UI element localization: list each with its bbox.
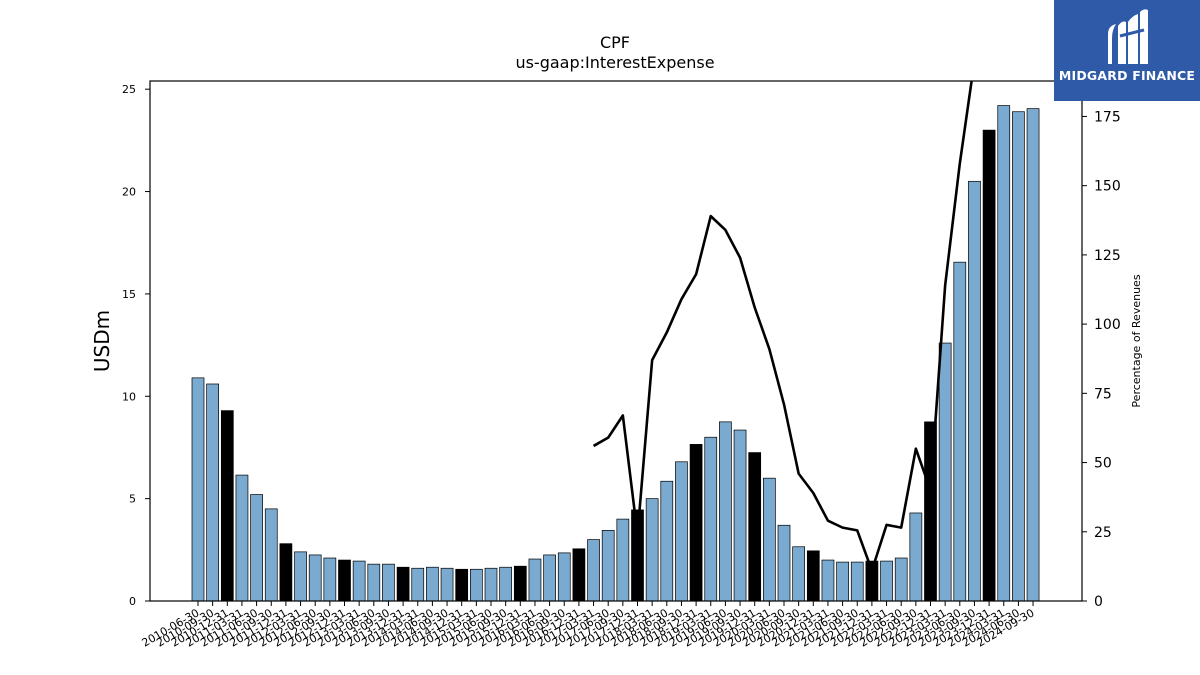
y2-tick-label: 0 bbox=[1094, 594, 1103, 610]
bar-2016-06-30 bbox=[543, 554, 556, 602]
bar-2021-06-30 bbox=[836, 561, 849, 602]
bar-2010-12-31 bbox=[220, 410, 234, 602]
bar-2018-09-30 bbox=[675, 461, 688, 602]
bar-2018-03-31 bbox=[645, 498, 659, 602]
right-y-axis: 0 25 50 75 100 125 150 175 bbox=[1082, 109, 1121, 610]
bar-2017-09-30 bbox=[616, 518, 630, 602]
bar-2011-09-30 bbox=[264, 508, 278, 602]
bar-2018-06-30 bbox=[660, 480, 674, 602]
y2-tick-label: 150 bbox=[1094, 179, 1121, 195]
bar-2012-12-31 bbox=[338, 559, 351, 602]
bar-2016-12-31 bbox=[572, 548, 586, 602]
bar-2015-06-30 bbox=[484, 567, 498, 602]
percentage-line-series bbox=[592, 81, 973, 572]
bar-2011-12-31 bbox=[279, 543, 293, 602]
y2-tick-label: 25 bbox=[1094, 525, 1112, 541]
y-tick-label: 25 bbox=[122, 83, 136, 96]
bar-2019-12-31 bbox=[748, 452, 762, 602]
bar-2017-06-30 bbox=[601, 530, 615, 602]
bar-2013-03-31 bbox=[352, 560, 366, 602]
bar-2019-03-31 bbox=[704, 436, 718, 602]
bar-2012-03-31 bbox=[294, 551, 307, 602]
bar-series bbox=[191, 105, 1040, 602]
bar-2012-09-30 bbox=[323, 557, 337, 602]
bar-2019-06-30 bbox=[719, 421, 732, 602]
y2-tick-label: 75 bbox=[1094, 386, 1112, 402]
bar-2023-09-30 bbox=[968, 180, 981, 602]
bar-2013-09-30 bbox=[382, 563, 395, 602]
bar-2011-06-30 bbox=[250, 494, 263, 602]
bar-2019-09-30 bbox=[733, 429, 747, 602]
bar-2015-09-30 bbox=[499, 566, 512, 602]
y-tick-label: 15 bbox=[122, 288, 136, 301]
y2-tick-label: 50 bbox=[1094, 456, 1112, 472]
bar-2010-09-30 bbox=[206, 383, 219, 602]
chart-title: CPF bbox=[600, 33, 630, 52]
bar-2013-06-30 bbox=[367, 563, 381, 602]
y-tick-label: 10 bbox=[122, 390, 136, 403]
bar-2023-12-31 bbox=[982, 129, 996, 602]
bar-2022-09-30 bbox=[909, 512, 923, 602]
bar-2021-09-30 bbox=[850, 561, 864, 602]
bar-2011-03-31 bbox=[235, 474, 249, 602]
bar-2016-03-31 bbox=[528, 558, 542, 602]
bar-2022-03-31 bbox=[880, 560, 893, 602]
bar-2024-03-31 bbox=[997, 105, 1011, 602]
bar-2023-06-30 bbox=[953, 261, 967, 602]
bar-2017-03-31 bbox=[587, 539, 600, 602]
bar-2020-03-31 bbox=[762, 477, 776, 602]
bar-2020-09-30 bbox=[792, 546, 806, 602]
bar-2014-12-31 bbox=[455, 568, 469, 602]
bar-2014-09-30 bbox=[440, 567, 454, 602]
bar-2013-12-31 bbox=[396, 566, 410, 602]
bar-2014-06-30 bbox=[426, 566, 439, 602]
bar-2020-06-30 bbox=[777, 524, 791, 602]
y-tick-label: 5 bbox=[129, 493, 136, 506]
logo-mark-icon bbox=[1108, 9, 1148, 65]
bar-2021-03-31 bbox=[821, 559, 835, 602]
y-tick-label: 20 bbox=[122, 186, 136, 199]
y-axis-label: USDm bbox=[90, 310, 114, 372]
bar-2015-12-31 bbox=[513, 565, 527, 602]
bar-2012-06-30 bbox=[308, 554, 322, 602]
chart-subtitle: us-gaap:InterestExpense bbox=[515, 53, 714, 72]
percentage-line bbox=[592, 81, 973, 572]
bar-2010-06-30 bbox=[191, 377, 205, 602]
left-y-axis: 0 5 10 15 20 25 bbox=[122, 83, 150, 608]
bar-2024-06-30 bbox=[1012, 111, 1025, 602]
bar-2016-09-30 bbox=[557, 552, 571, 602]
logo-text: MIDGARD FINANCE bbox=[1058, 68, 1196, 83]
bar-2020-12-31 bbox=[806, 550, 820, 602]
bar-2022-06-30 bbox=[894, 557, 908, 602]
y2-tick-label: 100 bbox=[1094, 317, 1121, 333]
plot-frame bbox=[149, 80, 1083, 602]
bar-2014-03-31 bbox=[411, 567, 425, 602]
brand-logo: MIDGARD FINANCE bbox=[1054, 0, 1200, 101]
y-tick-label: 0 bbox=[129, 595, 136, 608]
bar-2018-12-31 bbox=[689, 444, 703, 602]
bar-2023-03-31 bbox=[938, 342, 952, 602]
bar-2024-09-30 bbox=[1026, 108, 1040, 602]
bar-2015-03-31 bbox=[470, 568, 483, 602]
x-axis: 2010-06-302010-09-302010-12-312011-03-31… bbox=[140, 601, 1037, 650]
y2-tick-label: 175 bbox=[1094, 109, 1121, 125]
y2-axis-label: Percentage of Revenues bbox=[1130, 274, 1143, 407]
y2-tick-label: 125 bbox=[1094, 248, 1121, 264]
